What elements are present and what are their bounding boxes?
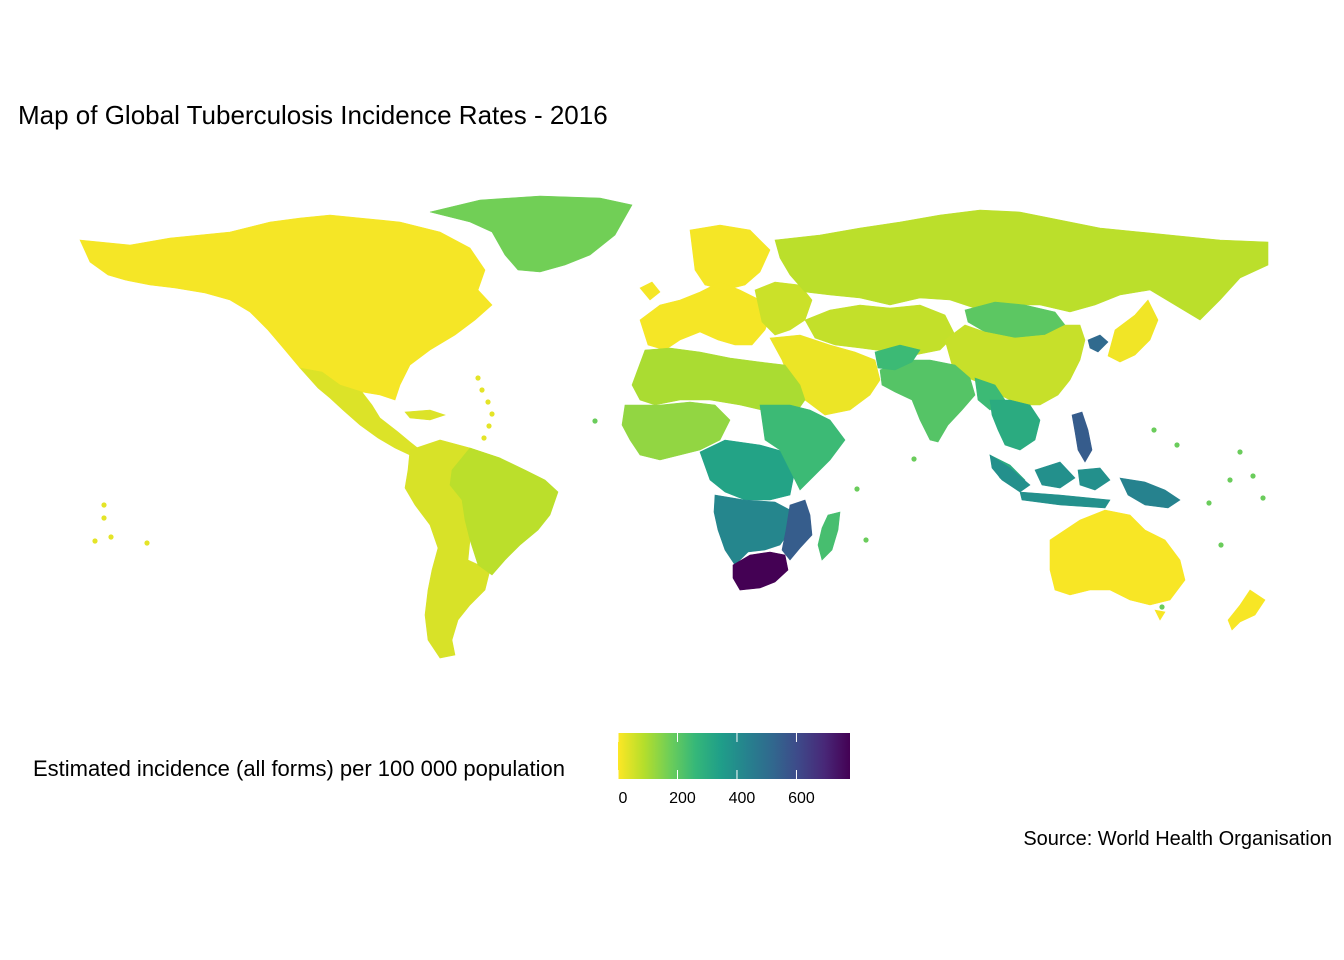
island-marker bbox=[1174, 442, 1180, 448]
region-philippines bbox=[1071, 411, 1093, 463]
region-western-europe bbox=[639, 224, 773, 351]
region-india bbox=[879, 359, 976, 443]
island-marker bbox=[481, 435, 487, 441]
island-marker bbox=[1218, 542, 1224, 548]
island-marker bbox=[1227, 477, 1233, 483]
island-marker bbox=[486, 423, 492, 429]
island-marker bbox=[1250, 473, 1256, 479]
region-madagascar bbox=[817, 511, 841, 561]
island-marker bbox=[92, 538, 98, 544]
island-marker bbox=[144, 540, 150, 546]
island-marker bbox=[101, 515, 107, 521]
region-north-africa bbox=[631, 347, 806, 413]
region-greenland bbox=[429, 195, 633, 273]
legend-tick-label: 400 bbox=[728, 790, 756, 807]
region-mozambique bbox=[781, 499, 813, 561]
region-north-korea bbox=[1087, 334, 1109, 353]
island-marker bbox=[489, 411, 495, 417]
island-marker bbox=[1159, 604, 1165, 610]
island-marker bbox=[1206, 500, 1212, 506]
region-brazil bbox=[449, 447, 559, 576]
region-east-africa bbox=[759, 404, 846, 491]
region-north-america bbox=[79, 214, 493, 401]
region-west-africa bbox=[621, 401, 731, 461]
legend-colorbar bbox=[618, 733, 850, 779]
legend-gradient bbox=[618, 733, 850, 779]
island-marker bbox=[101, 502, 107, 508]
region-japan bbox=[1107, 299, 1159, 363]
island-marker bbox=[485, 399, 491, 405]
island-marker bbox=[1237, 449, 1243, 455]
island-marker bbox=[863, 537, 869, 543]
region-central-africa bbox=[699, 439, 796, 501]
island-marker bbox=[475, 375, 481, 381]
region-south-africa bbox=[732, 551, 789, 591]
legend-title: Estimated incidence (all forms) per 100 … bbox=[33, 756, 565, 781]
island-marker bbox=[911, 456, 917, 462]
island-marker bbox=[1151, 427, 1157, 433]
legend-tick-labels: 0 200 400 600 bbox=[618, 786, 850, 810]
chart-title: Map of Global Tuberculosis Incidence Rat… bbox=[18, 100, 608, 130]
region-indonesia bbox=[989, 454, 1111, 509]
region-russia bbox=[774, 209, 1269, 321]
region-australia bbox=[1049, 509, 1186, 621]
legend-tick-marks bbox=[618, 733, 797, 779]
region-papua-new-guinea bbox=[1119, 477, 1181, 509]
legend-tick-label: 600 bbox=[788, 790, 815, 807]
legend-tick-label: 0 bbox=[618, 790, 628, 807]
island-marker bbox=[108, 534, 114, 540]
map-regions bbox=[79, 195, 1269, 659]
island-marker bbox=[1260, 495, 1266, 501]
island-marker bbox=[592, 418, 598, 424]
source-caption: Source: World Health Organisation bbox=[1023, 828, 1332, 850]
region-new-zealand bbox=[1227, 589, 1266, 631]
island-marker bbox=[479, 387, 485, 393]
legend-tick-label: 200 bbox=[669, 790, 696, 807]
region-southern-africa bbox=[713, 494, 793, 566]
island-marker bbox=[854, 486, 860, 492]
